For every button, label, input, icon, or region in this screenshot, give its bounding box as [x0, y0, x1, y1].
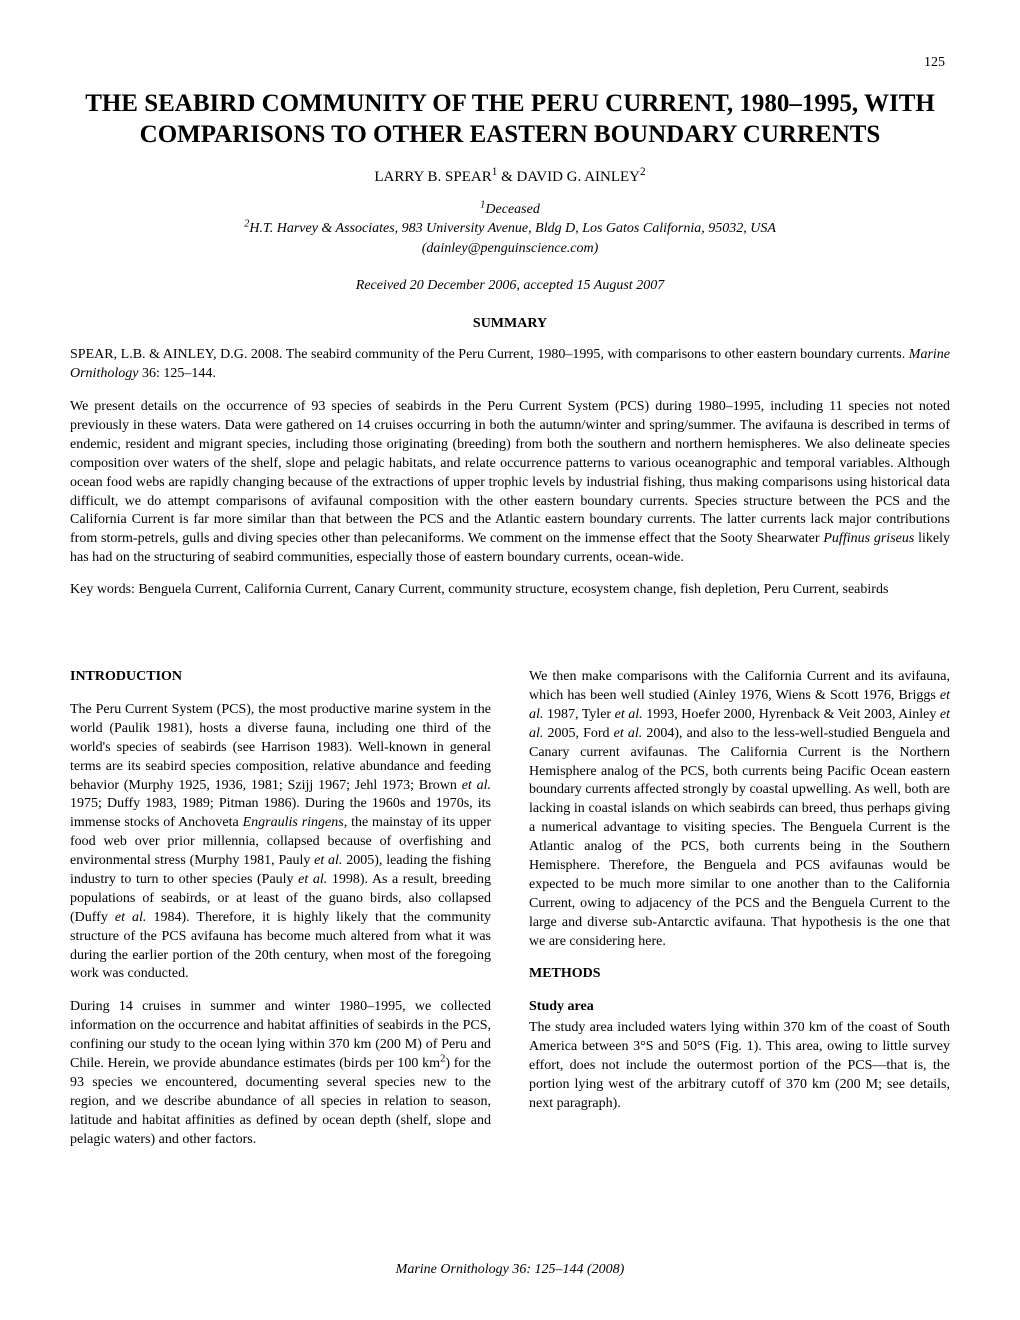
intro-p1-etal-4: et al.	[115, 910, 147, 925]
c2p1-e: 1993, Hoefer 2000, Hyrenback & Veit 2003…	[643, 707, 940, 722]
summary-heading: SUMMARY	[70, 316, 950, 332]
affil-1-text: Deceased	[485, 202, 539, 217]
c2p1-c: 1987, Tyler	[543, 707, 614, 722]
intro-p1-etal-2: et al.	[314, 853, 342, 868]
author-separator: & DAVID G. AINLEY	[497, 169, 640, 185]
title-line-1: THE SEABIRD COMMUNITY OF THE PERU CURREN…	[85, 90, 935, 117]
c2p1-i: 2004), and also to the less-well-studied…	[529, 726, 950, 949]
keywords-line: Key words: Benguela Current, California …	[70, 582, 950, 598]
footer-rest: 36: 125–144 (2008)	[509, 1262, 625, 1277]
column-left: INTRODUCTION The Peru Current System (PC…	[70, 668, 491, 1163]
summary-cite-a: SPEAR, L.B. & AINLEY, D.G. 2008. The sea…	[70, 347, 909, 362]
summary-body: We present details on the occurrence of …	[70, 398, 950, 568]
study-area-body: The study area included waters lying wit…	[529, 1019, 950, 1113]
intro-p1-etal-3: et al.	[298, 872, 327, 887]
received-line: Received 20 December 2006, accepted 15 A…	[70, 278, 950, 294]
methods-heading: METHODS	[529, 965, 950, 984]
c2p1-g: 2005, Ford	[543, 726, 613, 741]
page-container: 125 THE SEABIRD COMMUNITY OF THE PERU CU…	[0, 0, 1020, 1320]
summary-citation: SPEAR, L.B. & AINLEY, D.G. 2008. The sea…	[70, 346, 950, 384]
affil-email: (dainley@penguinscience.com)	[422, 241, 599, 256]
summary-body-species: Puffinus griseus	[823, 531, 914, 546]
author-1: LARRY B. SPEAR	[374, 169, 491, 185]
c2p1-etal-4: et al.	[614, 726, 643, 741]
intro-paragraph-1: The Peru Current System (PCS), the most …	[70, 701, 491, 984]
introduction-heading: INTRODUCTION	[70, 668, 491, 687]
col2-paragraph-1: We then make comparisons with the Califo…	[529, 668, 950, 951]
column-right: We then make comparisons with the Califo…	[529, 668, 950, 1163]
paper-title: THE SEABIRD COMMUNITY OF THE PERU CURREN…	[70, 88, 950, 151]
intro-p1-a: The Peru Current System (PCS), the most …	[70, 702, 491, 793]
intro-p1-etal-1: et al.	[462, 778, 491, 793]
authors-line: LARRY B. SPEAR1 & DAVID G. AINLEY2	[70, 169, 950, 186]
page-number: 125	[924, 55, 945, 71]
title-block: THE SEABIRD COMMUNITY OF THE PERU CURREN…	[70, 88, 950, 332]
c2p1-a: We then make comparisons with the Califo…	[529, 669, 950, 703]
affiliations: 1Deceased 2H.T. Harvey & Associates, 983…	[70, 200, 950, 259]
c2p1-etal-2: et al.	[615, 707, 643, 722]
summary-cite-c: 36: 125–144.	[138, 366, 215, 381]
affil-2-text: H.T. Harvey & Associates, 983 University…	[249, 221, 776, 236]
intro-p2-a: During 14 cruises in summer and winter 1…	[70, 999, 491, 1071]
author-2-sup: 2	[640, 166, 646, 178]
intro-paragraph-2: During 14 cruises in summer and winter 1…	[70, 998, 491, 1149]
summary-block: SPEAR, L.B. & AINLEY, D.G. 2008. The sea…	[70, 346, 950, 568]
summary-body-a: We present details on the occurrence of …	[70, 399, 950, 546]
footer-journal: Marine Ornithology	[396, 1262, 509, 1277]
two-column-body: INTRODUCTION The Peru Current System (PC…	[70, 668, 950, 1163]
study-area-heading: Study area	[529, 998, 950, 1017]
title-line-2: COMPARISONS TO OTHER EASTERN BOUNDARY CU…	[140, 121, 881, 148]
page-footer: Marine Ornithology 36: 125–144 (2008)	[0, 1262, 1020, 1278]
intro-p1-species: Engraulis ringens,	[243, 815, 348, 830]
